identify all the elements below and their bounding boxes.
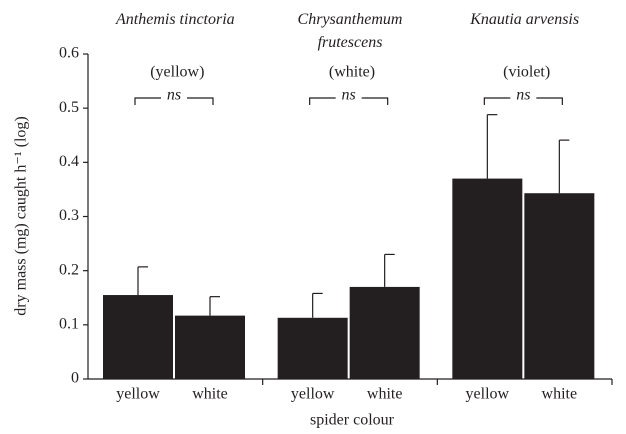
bracket [134, 97, 214, 105]
group-name: Knautia arvensis [470, 11, 580, 28]
group-name: Anthemis tinctoria [116, 11, 235, 28]
bar [452, 178, 523, 379]
x-tick-label: white [192, 386, 228, 403]
y-tick-label: 0.5 [59, 99, 79, 116]
x-axis-label: spider colour [310, 412, 395, 429]
bar [103, 295, 173, 379]
y-tick-label: 0.6 [59, 45, 79, 62]
x-tick-label: yellow [291, 386, 335, 403]
y-tick-label: 0 [71, 370, 79, 387]
group-name: Chrysanthemum frutescens [297, 11, 403, 51]
bar [175, 315, 245, 379]
bar [349, 286, 420, 379]
significance: ns [516, 87, 530, 104]
y-tick-label: 0.4 [59, 153, 79, 170]
bracket [483, 97, 563, 105]
flower-colour: (yellow) [150, 64, 204, 81]
y-tick-label: 0.1 [59, 316, 79, 333]
y-tick-label: 0.3 [59, 207, 79, 224]
significance: ns [167, 87, 181, 104]
y-axis-label: dry mass (mg) caught h⁻¹ (log) [13, 116, 30, 315]
x-tick-label: white [542, 386, 578, 403]
bracket [309, 97, 389, 105]
x-tick-label: white [367, 386, 403, 403]
flower-colour: (violet) [503, 64, 550, 81]
significance: ns [342, 87, 356, 104]
x-tick-label: yellow [116, 386, 160, 403]
bar [277, 317, 348, 379]
flower-colour: (white) [329, 64, 375, 81]
x-tick-label: yellow [466, 386, 510, 403]
y-tick-label: 0.2 [59, 261, 79, 278]
bar [524, 193, 595, 379]
